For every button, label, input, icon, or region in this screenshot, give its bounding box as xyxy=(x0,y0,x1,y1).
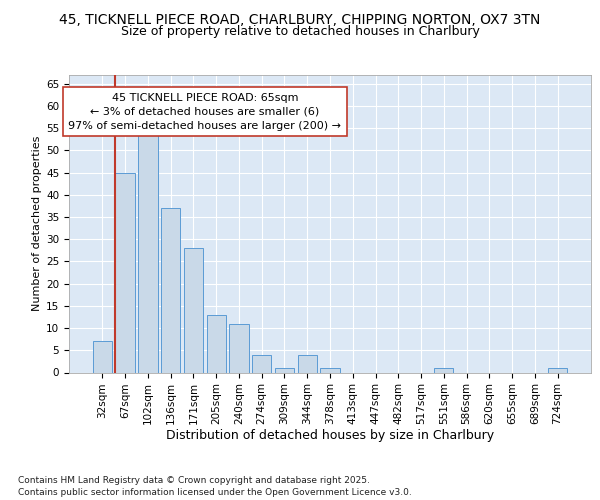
Bar xyxy=(275,368,294,372)
Bar xyxy=(206,315,226,372)
Bar xyxy=(252,354,271,372)
Text: Size of property relative to detached houses in Charlbury: Size of property relative to detached ho… xyxy=(121,25,479,38)
Bar xyxy=(434,368,454,372)
Text: Contains public sector information licensed under the Open Government Licence v3: Contains public sector information licen… xyxy=(18,488,412,497)
Bar xyxy=(138,132,158,372)
Bar xyxy=(548,368,567,372)
Y-axis label: Number of detached properties: Number of detached properties xyxy=(32,136,42,312)
Bar xyxy=(229,324,248,372)
Bar xyxy=(115,172,135,372)
Bar xyxy=(320,368,340,372)
Bar xyxy=(161,208,181,372)
Bar xyxy=(184,248,203,372)
Text: Contains HM Land Registry data © Crown copyright and database right 2025.: Contains HM Land Registry data © Crown c… xyxy=(18,476,370,485)
Text: 45 TICKNELL PIECE ROAD: 65sqm
← 3% of detached houses are smaller (6)
97% of sem: 45 TICKNELL PIECE ROAD: 65sqm ← 3% of de… xyxy=(68,93,341,131)
Text: 45, TICKNELL PIECE ROAD, CHARLBURY, CHIPPING NORTON, OX7 3TN: 45, TICKNELL PIECE ROAD, CHARLBURY, CHIP… xyxy=(59,12,541,26)
Bar xyxy=(298,354,317,372)
X-axis label: Distribution of detached houses by size in Charlbury: Distribution of detached houses by size … xyxy=(166,428,494,442)
Bar xyxy=(93,342,112,372)
